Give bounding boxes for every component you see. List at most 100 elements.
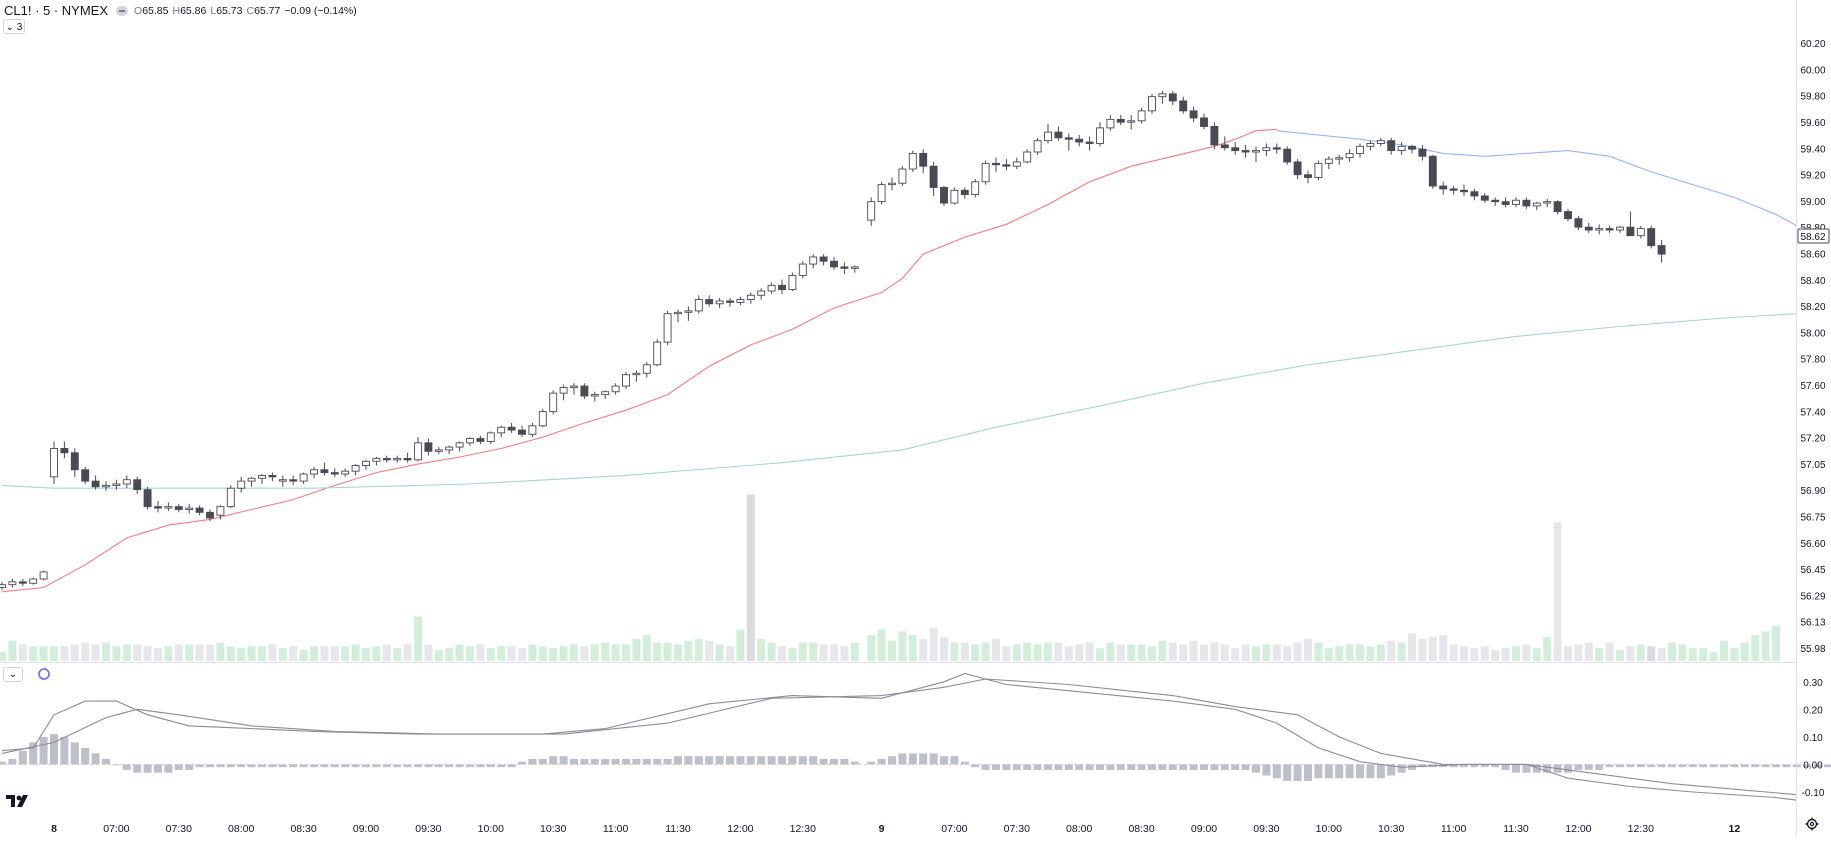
candle-body <box>1470 191 1479 197</box>
candle-body <box>888 182 896 186</box>
macd-histogram-bar <box>632 758 641 765</box>
price-tick-label: 59.40 <box>1800 144 1825 155</box>
price-axis[interactable]: 55.98 56.13 56.29 56.45 56.60 56.75 56.90 57.05… <box>1800 39 1825 655</box>
volume-bar <box>819 644 828 661</box>
volume-bar <box>1200 644 1208 661</box>
volume-bar <box>1241 644 1250 661</box>
volume-bar <box>1709 651 1718 661</box>
volume-bar <box>1501 648 1510 661</box>
macd-histogram-bar <box>1023 764 1032 770</box>
macd-histogram-bar <box>960 761 969 765</box>
macd-histogram-bar <box>919 753 928 765</box>
volume-bar <box>642 635 651 661</box>
candle <box>70 448 79 477</box>
volume-bar <box>1002 646 1011 661</box>
candle-body <box>757 290 766 296</box>
moving-average-line <box>1276 130 1798 227</box>
volume-bar <box>622 644 630 661</box>
market-status-icon[interactable] <box>116 5 129 16</box>
candle-body <box>549 392 558 413</box>
candle-body <box>1116 118 1125 123</box>
volume-bar <box>1449 644 1458 661</box>
volume-bar <box>1366 646 1375 661</box>
volume-bar <box>1512 646 1520 661</box>
candle-body <box>18 581 27 584</box>
volume-bar <box>992 638 1000 661</box>
candle-body <box>1564 211 1572 220</box>
candle <box>1657 239 1666 263</box>
macd-histogram-bar <box>1335 764 1344 779</box>
candle-body <box>330 472 339 475</box>
candle <box>1564 208 1572 222</box>
macd-histogram-bar <box>185 764 194 770</box>
time-axis[interactable]: 8 07:00 07:30 08:00 08:30 09:00 09:30 10:00 10:3… <box>51 823 1740 835</box>
volume-bar <box>663 642 672 661</box>
price-change: −0.09 (−0.14%) <box>284 4 357 17</box>
price-tick-label: 60.00 <box>1800 65 1825 76</box>
macd-collapse-button[interactable]: ⌄ <box>3 667 23 682</box>
macd-histogram-bar <box>507 764 516 768</box>
gear-icon[interactable] <box>1805 817 1819 831</box>
macd-histogram-bar <box>663 758 672 765</box>
volume-bar <box>1751 635 1760 661</box>
symbol-title[interactable]: CL1! · 5 · NYMEX <box>4 3 109 18</box>
ohlc-close: C65.77 <box>246 4 281 17</box>
candle <box>237 476 246 493</box>
volume-bar <box>1699 648 1708 661</box>
candle-body <box>154 506 162 509</box>
macd-histogram-bar <box>1387 764 1396 776</box>
candle <box>798 261 807 279</box>
candle-body <box>1532 202 1541 207</box>
macd-histogram-bar <box>898 753 907 765</box>
macd-histogram-bar <box>518 761 526 765</box>
candle-body <box>1023 151 1032 163</box>
ohlc-low: L65.73 <box>210 4 243 17</box>
macd-histogram-bar <box>611 758 620 765</box>
volume-bar <box>414 616 422 661</box>
candle-body <box>1096 127 1104 144</box>
volume-bar <box>1075 644 1084 661</box>
macd-histogram-bar <box>1262 764 1271 776</box>
candle-body <box>971 181 980 196</box>
macd-histogram-bar <box>299 764 308 768</box>
macd-axis[interactable]: 0.30 0.20 0.10 0.00 -0.10 <box>1802 678 1825 799</box>
candle <box>757 288 766 300</box>
candle-body <box>289 479 298 482</box>
candle <box>1168 91 1177 106</box>
price-tick-label: 57.60 <box>1800 381 1825 392</box>
macd-histogram-bar <box>486 764 495 768</box>
volume-bar <box>185 644 194 661</box>
macd-histogram-bar <box>570 758 578 765</box>
macd-histogram-bar <box>1501 764 1510 770</box>
candle <box>1532 201 1541 211</box>
candle <box>216 505 225 520</box>
tradingview-logo-icon[interactable] <box>6 794 32 808</box>
macd-histogram-bar <box>226 764 235 768</box>
volume-bar <box>1605 642 1614 661</box>
symbol-legend[interactable]: CL1! · 5 · NYMEX O65.85 H65.86 L65.73 C6… <box>4 3 361 18</box>
candle-body <box>1002 164 1011 167</box>
sync-icon[interactable] <box>37 667 51 681</box>
candle-body <box>981 162 990 183</box>
volume-bar <box>393 648 402 661</box>
moving-averages <box>1 128 1798 593</box>
candle <box>538 408 547 428</box>
volume-bar <box>268 644 277 661</box>
volume-bars <box>0 494 1780 661</box>
candle <box>653 339 662 367</box>
candle-body <box>950 189 959 204</box>
candle-body <box>164 506 173 509</box>
volume-bar <box>1272 644 1281 661</box>
candle-body <box>1210 126 1219 146</box>
macd-histogram-bar <box>726 756 734 765</box>
candle-body <box>445 446 454 451</box>
candle <box>403 452 412 463</box>
volume-bar <box>1387 640 1396 661</box>
candle <box>981 160 990 185</box>
macd-histogram-bar <box>1272 764 1281 779</box>
time-tick-label: 8 <box>51 823 57 835</box>
macd-histogram-bar <box>258 764 266 768</box>
indicator-count: 3 <box>16 22 23 33</box>
indicators-collapse-button[interactable]: ⌄ 3 <box>3 19 25 34</box>
